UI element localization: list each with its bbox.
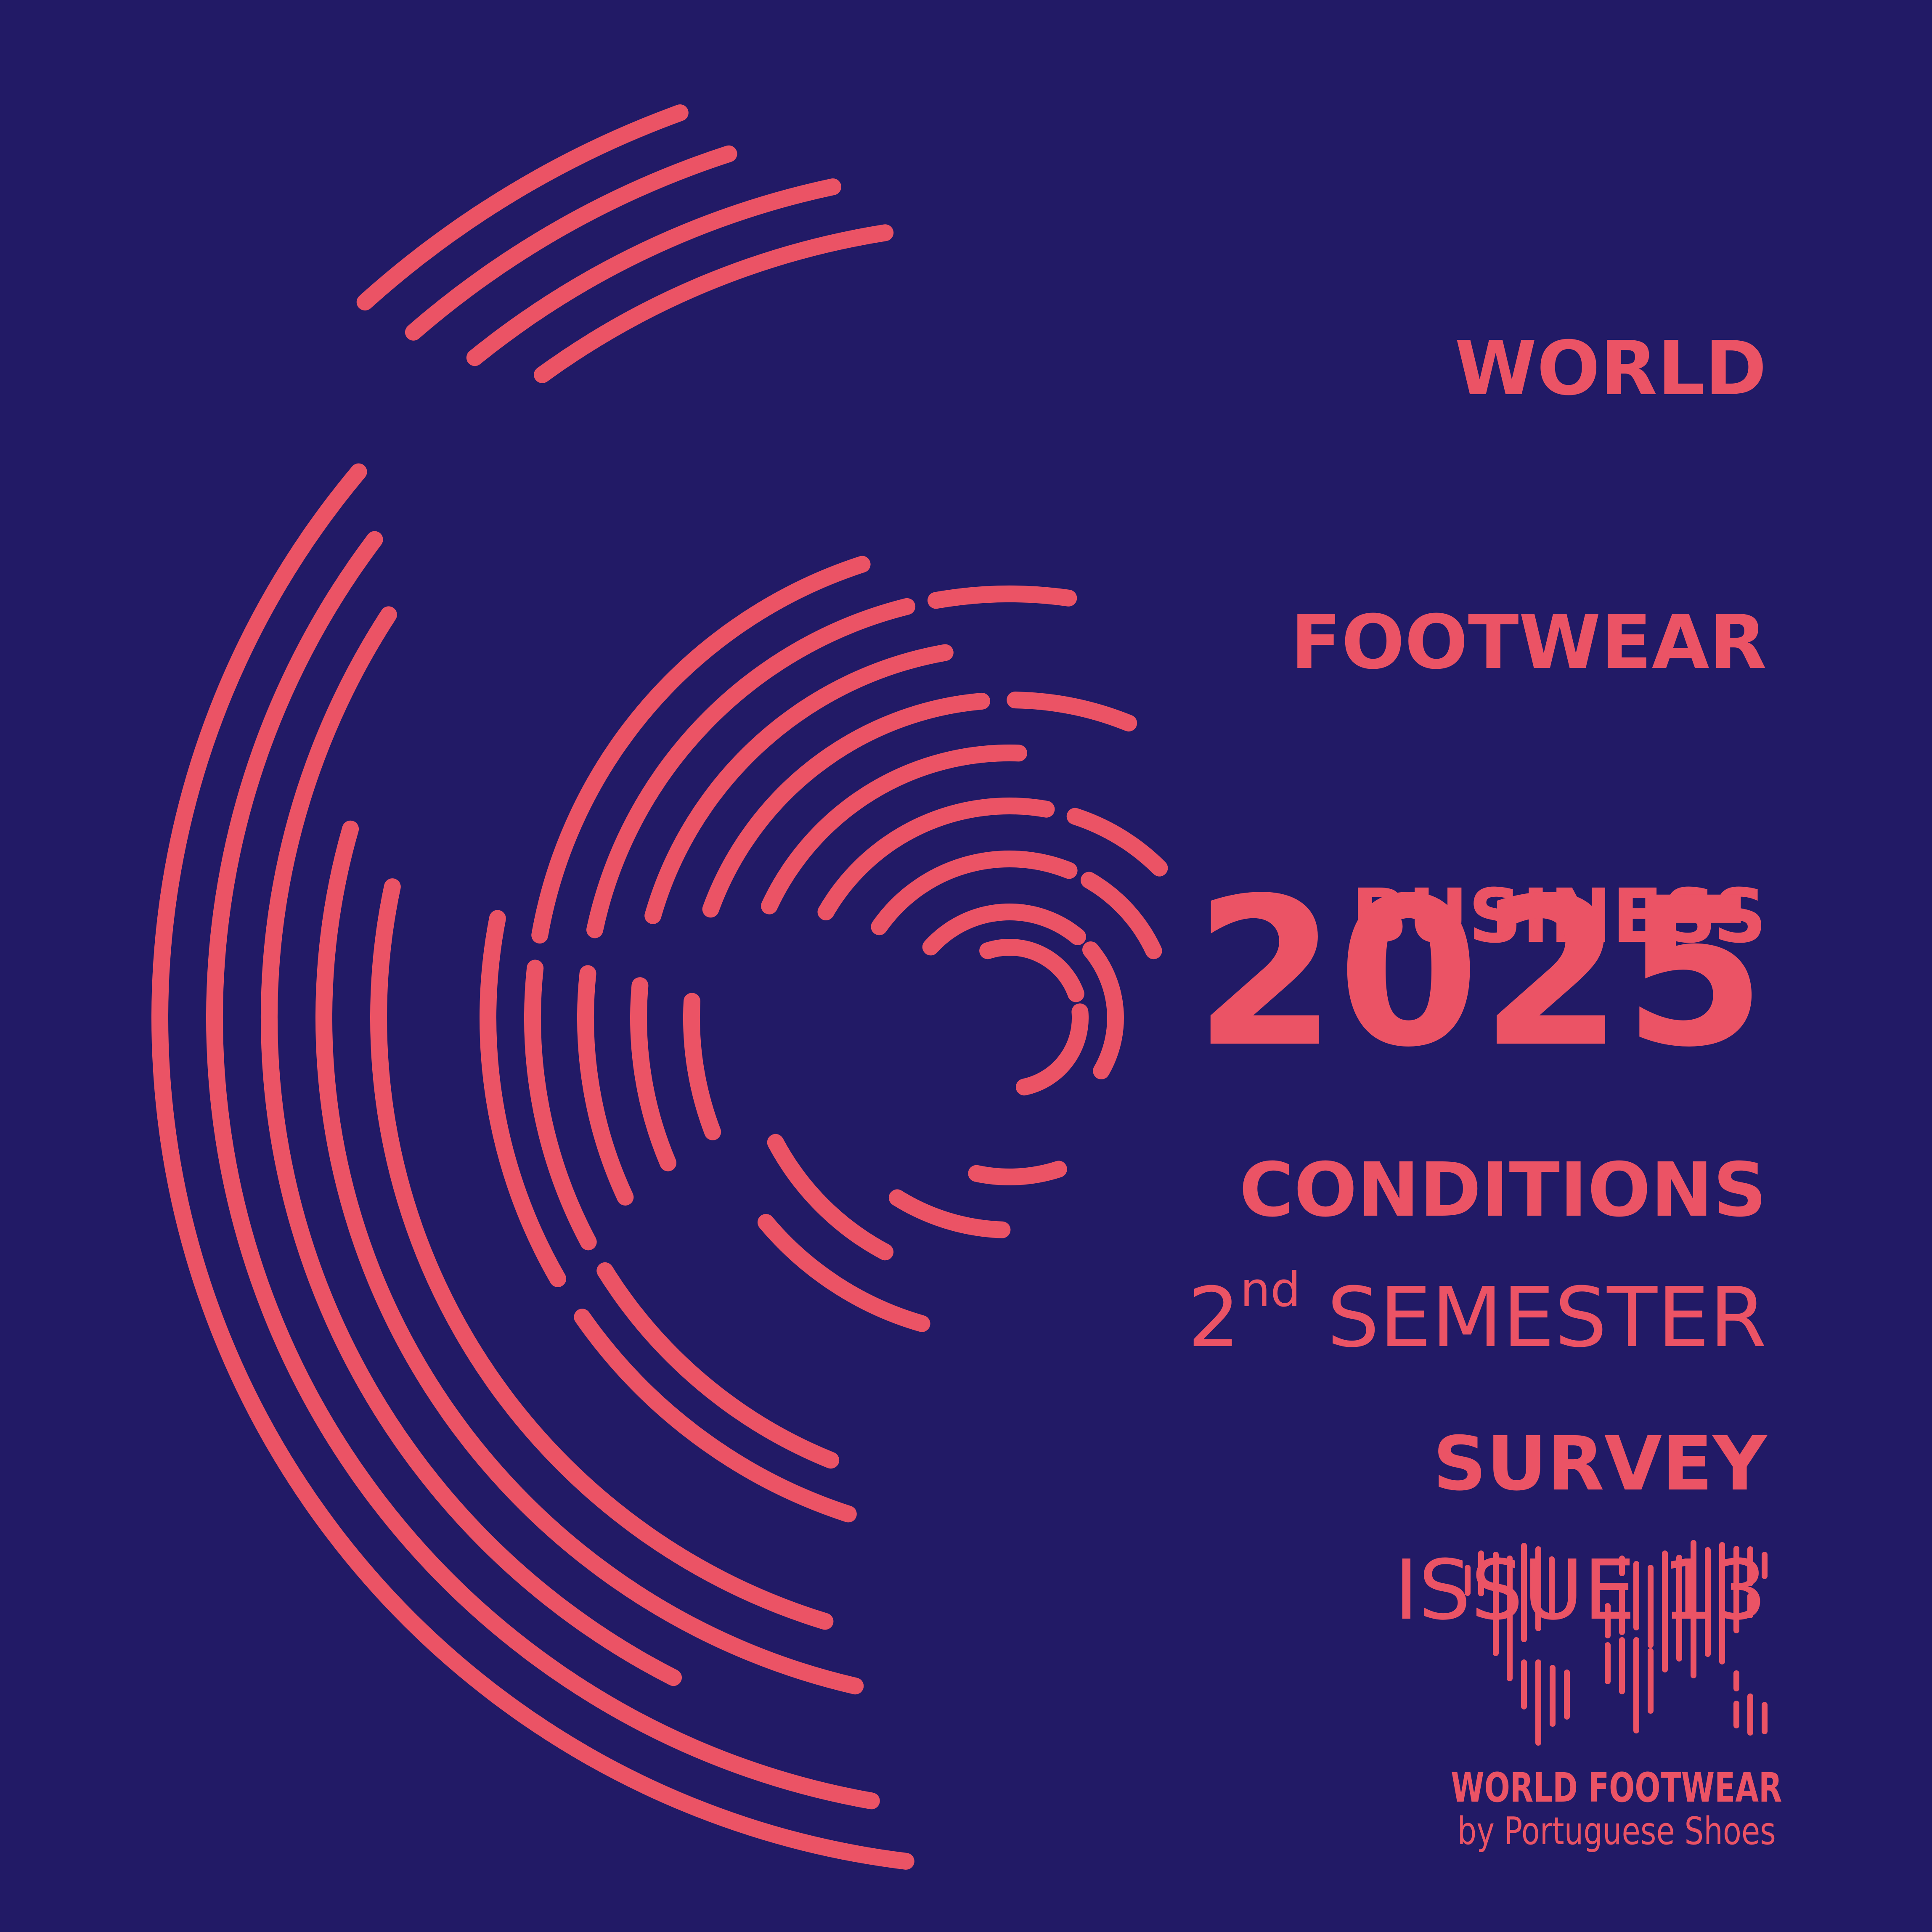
title-line: CONDITIONS [1239,1147,1767,1233]
title-line: WORLD [1455,325,1767,412]
title-line: BUSINESS [1351,873,1767,959]
semester-label: SEMESTER [1301,1270,1767,1366]
brand-byline: by Portuguese Shoes [1457,1809,1776,1853]
world-map-logo-icon [1465,1540,1768,1746]
semester-number: 2 [1187,1270,1240,1366]
semester-line: 2nd SEMESTER [1187,1261,1767,1373]
edition-year: 2025 [1194,854,1767,1092]
publication-title: WORLD FOOTWEAR BUSINESS CONDITIONS SURVE… [1239,140,1767,1692]
semester-ordinal-superscript: nd [1240,1261,1301,1317]
edition-details: 2nd SEMESTER ISSUE 13 [1187,1100,1767,1808]
title-line: FOOTWEAR [1290,599,1767,686]
brand-name: WORLD FOOTWEAR [1451,1764,1782,1811]
title-line: SURVEY [1433,1421,1767,1507]
